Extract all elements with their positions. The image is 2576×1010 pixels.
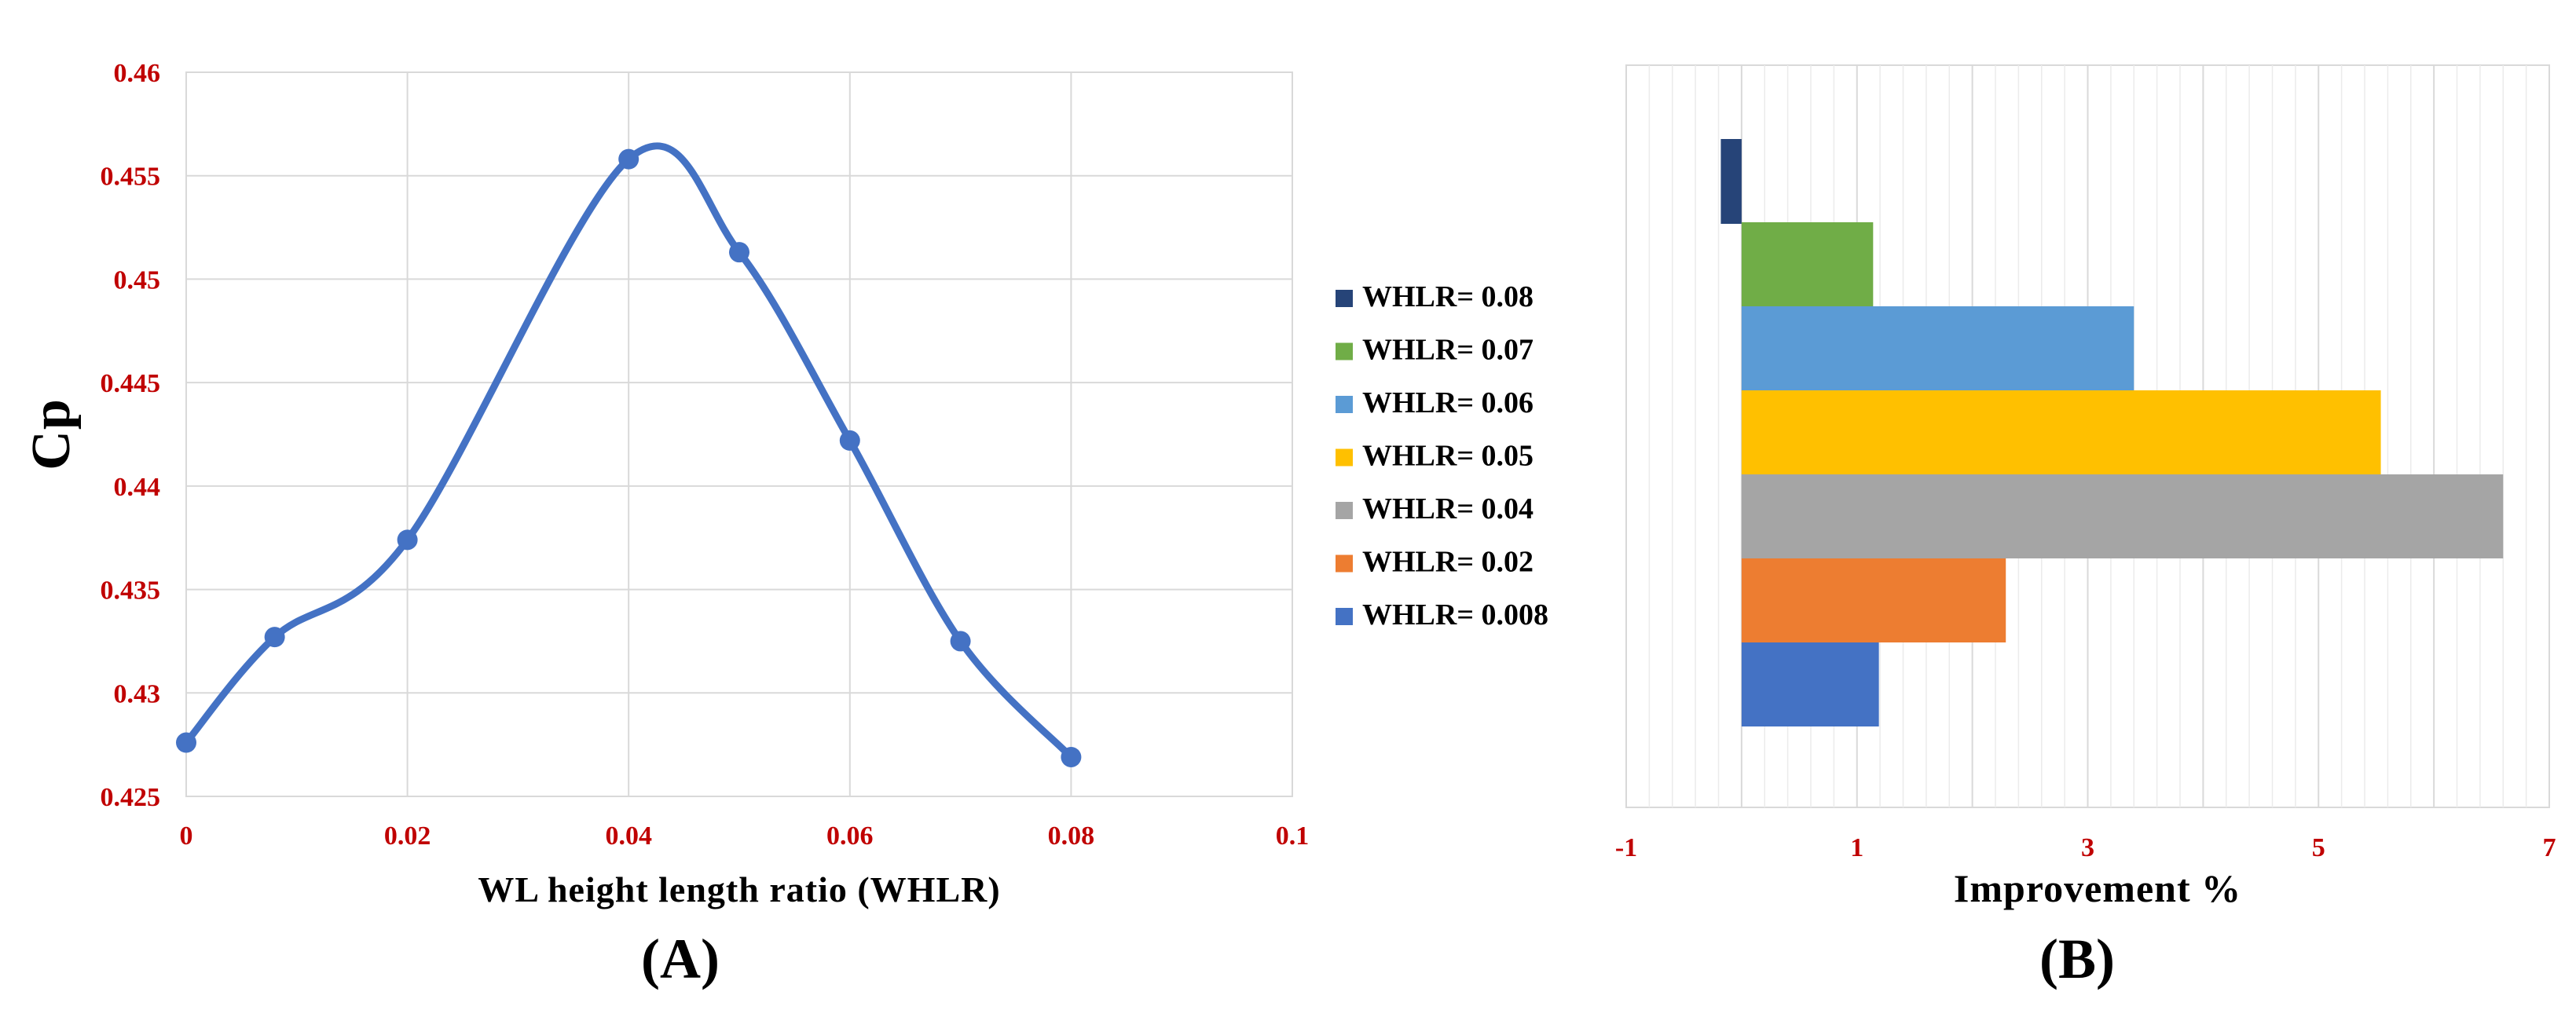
legend-swatch — [1336, 396, 1353, 413]
legend-label: WHLR= 0.08 — [1362, 280, 1534, 313]
plot-area-a — [185, 71, 1293, 797]
data-point — [618, 148, 639, 170]
data-point — [397, 529, 418, 551]
legend-label: WHLR= 0.008 — [1362, 598, 1548, 631]
x-tick-label: 5 — [2312, 833, 2325, 862]
bar-0-05 — [1741, 390, 2381, 474]
bar-0-008 — [1741, 642, 1879, 726]
y-tick-label: 0.45 — [114, 265, 161, 295]
data-point — [950, 631, 971, 652]
panel-label-b: (B) — [2039, 928, 2115, 990]
data-point — [1061, 746, 1082, 767]
x-tick-labels-b: -1 1 3 5 7 — [1615, 833, 2556, 862]
data-point — [264, 627, 285, 648]
x-tick-label: 3 — [2081, 833, 2094, 862]
x-axis-title-a: WL height length ratio (WHLR) — [478, 869, 1000, 909]
horizontal-gridlines-a — [186, 71, 1292, 797]
legend-swatch — [1336, 608, 1353, 625]
data-point — [176, 732, 196, 753]
x-tick-label: 0.02 — [384, 822, 431, 851]
x-tick-label: 7 — [2543, 833, 2556, 862]
y-tick-label: 0.445 — [101, 369, 161, 398]
bar-0-02 — [1741, 558, 2006, 642]
bar-0-06 — [1741, 306, 2134, 390]
bars-b — [1720, 139, 2504, 726]
series-line-cp — [182, 142, 1075, 761]
bar-0-04 — [1741, 474, 2504, 558]
x-tick-labels-a: 0 0.02 0.04 0.06 0.08 0.1 — [180, 822, 1310, 851]
legend-swatch — [1336, 502, 1353, 519]
legend-label: WHLR= 0.02 — [1362, 546, 1534, 579]
legend-label: WHLR= 0.06 — [1362, 386, 1534, 419]
x-tick-label: 0.08 — [1048, 822, 1095, 851]
legend-swatch — [1336, 290, 1353, 307]
x-tick-label: 0.1 — [1276, 822, 1310, 851]
y-tick-label: 0.43 — [114, 679, 161, 708]
y-axis-title-a: Cp — [21, 398, 82, 470]
y-tick-label: 0.44 — [114, 473, 161, 502]
legend-swatch — [1336, 342, 1353, 360]
x-tick-label: 0 — [180, 822, 193, 851]
legend-swatch — [1336, 554, 1353, 573]
y-tick-label: 0.425 — [101, 783, 161, 812]
data-points-a — [176, 148, 1082, 767]
x-tick-label: 1 — [1850, 833, 1863, 862]
legend-label: WHLR= 0.07 — [1362, 334, 1534, 367]
legend-b: WHLR= 0.08 WHLR= 0.07 WHLR= 0.06 WHLR= 0.05… — [1336, 280, 1548, 631]
y-tick-label: 0.435 — [101, 576, 161, 606]
legend-label: WHLR= 0.05 — [1362, 440, 1534, 473]
panel-label-a: (A) — [641, 928, 720, 990]
x-tick-label: -1 — [1615, 833, 1637, 862]
vertical-gridlines-a — [185, 72, 1293, 796]
legend-label: WHLR= 0.04 — [1362, 492, 1534, 525]
bar-0-07 — [1741, 222, 1874, 306]
data-point — [729, 242, 749, 263]
y-tick-label: 0.46 — [114, 59, 161, 88]
x-tick-label: 0.06 — [826, 822, 874, 851]
x-axis-title-b: Improvement % — [1954, 866, 2241, 910]
data-point — [839, 430, 860, 451]
legend-swatch — [1336, 448, 1353, 467]
line-chart-panel: 0.425 0.43 0.435 0.44 0.445 0.45 0.455 0.46 0 0.… — [21, 59, 1309, 990]
y-tick-labels-a: 0.425 0.43 0.435 0.44 0.445 0.45 0.455 0.46 — [101, 59, 161, 812]
y-tick-label: 0.455 — [101, 163, 161, 192]
bar-0-08 — [1720, 139, 1742, 224]
x-tick-label: 0.04 — [605, 822, 652, 851]
